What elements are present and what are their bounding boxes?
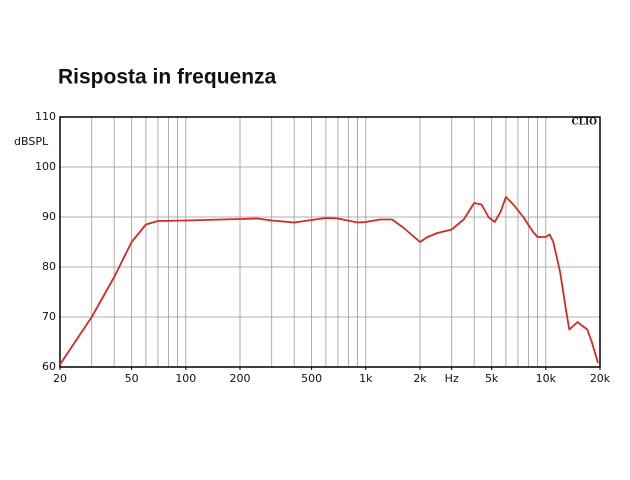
response-line	[59, 196, 599, 365]
x-tick-label: 20	[53, 372, 67, 385]
y-tick-label: 70	[42, 310, 56, 323]
x-tick-label: 2k	[413, 372, 427, 385]
annotation: CLIO	[571, 118, 597, 128]
x-tick-label: Hz	[445, 372, 459, 385]
x-tick-label: 1k	[359, 372, 373, 385]
x-tick-label: 20k	[590, 372, 611, 385]
x-tick-label: 100	[175, 372, 196, 385]
x-tick-label: 500	[301, 372, 322, 385]
x-tick-label: 5k	[485, 372, 499, 385]
y-tick-label: 90	[42, 210, 56, 223]
y-axis-label: dBSPL	[14, 135, 49, 148]
x-tick-label: 10k	[536, 372, 557, 385]
chart-title: Risposta in frequenza	[58, 66, 277, 89]
plot-frame	[59, 116, 601, 368]
y-tick-label: 80	[42, 260, 56, 273]
x-tick-label: 50	[125, 372, 139, 385]
y-tick-label: 110	[35, 110, 56, 123]
x-tick-label: 200	[230, 372, 251, 385]
y-tick-label: 60	[42, 360, 56, 373]
y-tick-label: 100	[35, 160, 56, 173]
